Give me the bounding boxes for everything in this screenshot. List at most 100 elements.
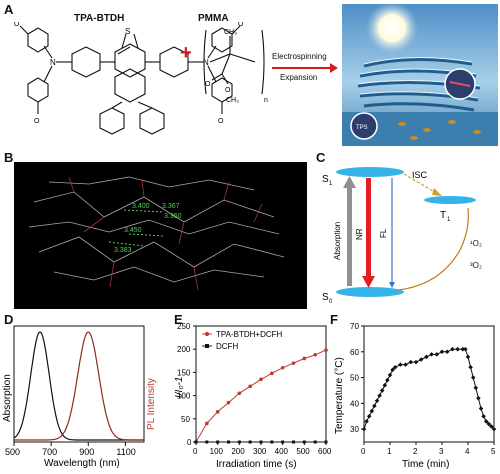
f-point [387,372,393,378]
s1-sub: 1 [329,181,333,187]
f-series-line [363,348,495,430]
singlet-o2-label: ¹O₂ [470,239,482,248]
tpa-btdh-structure: S N N O O O O [14,22,244,135]
f-point [455,346,460,352]
s0-level [336,287,404,297]
distance-5: 3.383 [114,247,132,254]
e-xtick-label-5: 500 [296,447,310,456]
s0-label: S [322,292,329,303]
pmma-ch3: CH₃ [226,97,239,104]
f-point [450,346,455,352]
s0-sub: 0 [329,299,333,305]
f-xtick-label-3: 3 [439,447,444,456]
panel-e-chart: 0 100 200 300 400 500 600 0 50 100 150 200 250 Irrad… [174,322,332,470]
panel-label-b: B [4,150,14,165]
f-ytick-label-1: 40 [350,399,359,408]
e-point [248,384,252,389]
t1-sub: 1 [447,217,451,223]
process-line2: Expansion [280,73,318,82]
f-point [398,362,403,367]
e-xtick-label-0: 0 [193,447,198,456]
panel-label-d: D [4,312,14,327]
panel-label-f: F [330,312,338,327]
f-point [444,349,450,355]
e-xtick-label-6: 600 [318,447,332,456]
e-point [237,391,242,396]
pmma-methyl: CH₃ [224,29,237,36]
f-xtick-label-5: 5 [491,447,496,456]
e-series-line-1 [195,349,327,443]
e-point [215,410,220,414]
pmma-o2: O [225,87,231,94]
e-point [313,440,317,444]
e-point [324,348,328,352]
f-xtick-label-4: 4 [465,447,470,456]
f-point [470,375,476,380]
d-xtick-label-3: 1100 [116,447,135,457]
f-xtick-label-1: 1 [387,447,392,456]
crystal-packing-image: 3.400 3.367 3.360 3.450 3.383 [28,176,285,291]
distance-2: 3.367 [162,203,180,210]
f-point [486,421,492,427]
distance-1: 3.400 [132,203,150,210]
f-point [377,393,382,398]
f-point [418,357,424,362]
atom-n-left: N [50,58,56,67]
e-ytick-label-0: 0 [187,438,192,447]
e-ytick-label-2: 100 [177,392,191,401]
panel-b-crystal-packing: 3.400 3.367 3.360 3.450 3.383 [14,162,307,309]
s1-label: S [322,174,329,185]
process-line1: Electrospinning [272,52,327,61]
d-ylabel-right: PL Intensity [146,378,157,430]
polymer-name: PMMA [198,13,229,24]
f-xtick-label-2: 2 [413,447,418,456]
e-point [227,440,230,444]
f-point [468,364,473,370]
f-ytick-label-2: 50 [350,374,359,383]
f-point [385,377,390,383]
pmma-n: n [264,97,268,104]
e-point [248,440,252,444]
f-ytick-label-4: 70 [350,322,359,331]
nr-label: NR [355,228,364,240]
panel-f-chart: 0 1 2 3 4 5 30 40 50 60 70 Time (min) Temperature … [334,322,497,470]
plot-frame-f [363,325,495,443]
e-legend-series-2: DCFH [216,342,238,351]
plus-sign: + [180,42,192,64]
pmma-o1: O [205,81,211,88]
f-point [481,413,486,419]
e-ytick-label-3: 150 [177,368,191,377]
panel-label-e: E [174,312,183,327]
f-point [476,395,481,401]
f-point [379,388,385,393]
f-xtick-label-0: 0 [361,447,366,456]
f-point [364,419,369,424]
d-ylabel-left: Absorption [2,374,13,422]
e-point [259,377,263,382]
d-xlabel: Wavelength (nm) [44,458,120,469]
e-xtick-label-4: 400 [275,447,289,456]
f-point [413,359,419,365]
triplet-o2-label: ³O₂ [470,261,482,270]
f-point [465,354,471,360]
panel-label-c: C [316,150,326,165]
e-point [292,440,295,444]
d-xtick-label-0: 500 [5,447,20,457]
panel-d-chart: 500 700 900 1100 Wavelength (nm) Absorption… [2,325,157,469]
f-point [403,362,408,367]
e-point [270,440,274,444]
e-point [280,365,285,370]
distance-4: 3.450 [124,227,142,234]
e-point [291,361,296,365]
f-point [460,346,466,352]
e-xtick-label-1: 100 [210,447,224,456]
atom-o-tr: O [238,22,244,28]
f-point [424,354,429,360]
f-ytick-label-3: 60 [350,348,359,357]
atom-o-bl: O [34,118,40,125]
e-xtick-label-3: 300 [253,447,267,456]
f-point [374,398,380,404]
process-arrow [272,63,338,73]
e-point [226,400,231,405]
pmma-structure: CH₃ O O CH₃ n [203,29,268,104]
